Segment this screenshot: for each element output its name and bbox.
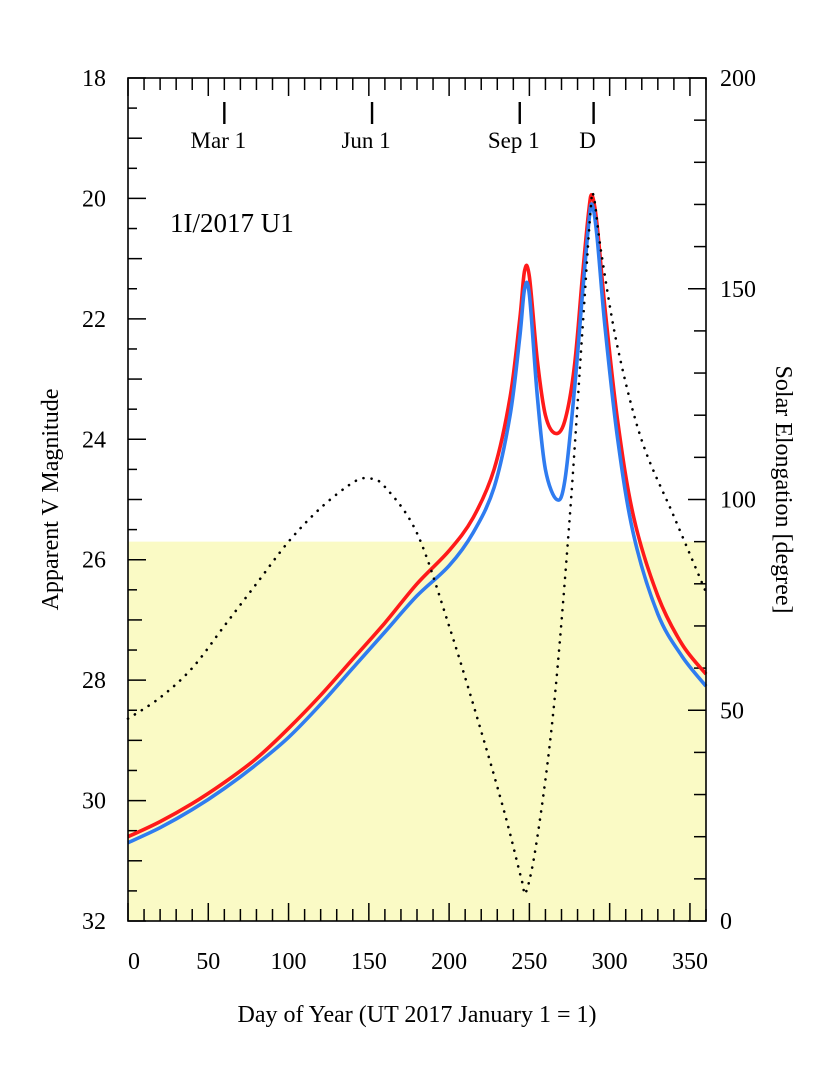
y-axis-title-right: Solar Elongation [degree] — [770, 366, 796, 614]
date-markers: Mar 1 Jun 1 Sep 1 D — [191, 102, 596, 153]
series-line-0 — [127, 193, 708, 839]
series-line-1 — [127, 202, 708, 845]
y-right-tick-label: 0 — [720, 909, 732, 935]
date-marker-label: Sep 1 — [488, 128, 540, 153]
y-left-tick-label: 26 — [82, 548, 106, 574]
tick-labels: 0 50 100 150 200 250 300 350 18 20 22 24 26 28 30 32 0 50… — [82, 66, 756, 975]
y-left-tick-label: 22 — [82, 307, 106, 333]
y-left-tick-label: 20 — [82, 186, 106, 212]
y-left-tick-label: 32 — [82, 909, 106, 935]
y-left-tick-label: 28 — [82, 668, 106, 694]
x-axis-title: Day of Year (UT 2017 January 1 = 1) — [237, 1002, 596, 1028]
date-marker-label: Mar 1 — [191, 128, 247, 153]
y-left-tick-label: 24 — [82, 427, 106, 453]
x-tick-label: 100 — [271, 949, 307, 975]
y-right-tick-label: 50 — [720, 698, 744, 724]
shaded-region — [128, 541, 706, 921]
x-tick-label: 0 — [128, 949, 140, 975]
plot-frame — [127, 77, 707, 922]
date-marker-label: Jun 1 — [341, 128, 390, 153]
object-annotation: 1I/2017 U1 — [170, 208, 294, 238]
y-right-tick-label: 150 — [720, 277, 756, 303]
x-tick-label: 250 — [511, 949, 547, 975]
series-layer — [126, 191, 708, 896]
x-tick-label: 350 — [672, 949, 708, 975]
x-tick-label: 300 — [592, 949, 628, 975]
x-tick-label: 200 — [431, 949, 467, 975]
y-left-tick-label: 18 — [82, 66, 106, 92]
x-tick-label: 150 — [351, 949, 387, 975]
y-axis-title-left: Apparent V Magnitude — [38, 389, 64, 611]
y-left-tick-label: 30 — [82, 789, 106, 815]
x-tick-label: 50 — [196, 949, 220, 975]
date-marker-label: D — [579, 128, 596, 153]
y-right-tick-label: 200 — [720, 66, 756, 92]
y-right-tick-label: 100 — [720, 488, 756, 514]
